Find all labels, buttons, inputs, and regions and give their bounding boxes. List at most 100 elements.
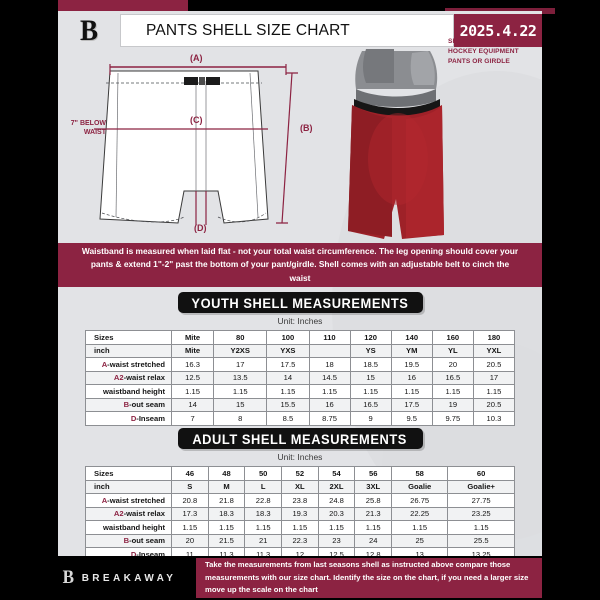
table-cell: 25.8 — [354, 493, 393, 508]
table-cell: 1.15 — [390, 384, 433, 399]
table-cell: 16.5 — [431, 370, 474, 385]
shell-diagram-svg — [94, 64, 298, 225]
table-cell: 14 — [170, 397, 215, 412]
table-cell: 180 — [472, 330, 516, 345]
table-cell: 11 — [171, 547, 209, 556]
row-accent-letter: A — [101, 359, 108, 369]
table-cell: 15 — [213, 397, 268, 412]
row-header: Sizes — [85, 330, 172, 345]
table-cell: 20.5 — [472, 397, 516, 412]
table-cell: 8.75 — [308, 411, 351, 426]
table-cell: 24.8 — [317, 493, 356, 508]
table-cell: 22.8 — [244, 493, 283, 508]
table-cell: 11.3 — [244, 547, 283, 556]
table-cell: XL — [281, 479, 319, 494]
row-header: D-Inseam — [85, 411, 172, 426]
table-cell: 13.5 — [213, 370, 268, 385]
table-cell: 50 — [244, 466, 283, 481]
table-cell: Mite — [170, 343, 215, 358]
row-accent-letter: A2 — [113, 509, 124, 519]
table-cell: 21 — [244, 533, 283, 548]
row-accent-letter: A — [101, 495, 108, 505]
table-cell: 17.5 — [390, 397, 433, 412]
table-cell: 110 — [308, 330, 351, 345]
adult-section-title-text: ADULT SHELL MEASUREMENTS — [192, 430, 408, 447]
diagram-label-b: (B) — [300, 123, 313, 133]
table-cell: 13.25 — [447, 547, 515, 556]
table-row: waistband height 1.15 1.15 1.15 1.15 1.15 1.15… — [85, 384, 516, 399]
table-cell: 17.3 — [171, 506, 209, 521]
table-cell: 17 — [213, 357, 268, 372]
table-cell: 1.15 — [447, 520, 515, 535]
row-header: Sizes — [85, 466, 172, 481]
table-row: A2-waist relax 17.3 18.3 18.3 19.3 20.3 21.3 22… — [85, 506, 515, 521]
page-footer: B BREAKAWAY Take the measurements from l… — [0, 556, 600, 600]
table-cell: YM — [390, 343, 433, 358]
table-cell: 13 — [391, 547, 449, 556]
row-header: A-waist stretched — [85, 493, 172, 508]
product-photo-svg — [348, 49, 444, 239]
table-cell: 1.15 — [207, 520, 246, 535]
table-cell: 23 — [317, 533, 356, 548]
content-panel: B PANTS SHELL SIZE CHART 2025.4.22 — [58, 11, 542, 556]
table-cell: 25.5 — [447, 533, 515, 548]
adult-unit-label: Unit: Inches — [277, 452, 323, 462]
table-cell: 10.3 — [472, 411, 516, 426]
table-row: A-waist stretched 20.8 21.8 22.8 23.8 24.8 25.… — [85, 493, 515, 508]
table-cell: 19.3 — [281, 506, 319, 521]
table-cell — [308, 343, 351, 358]
table-cell: 24 — [354, 533, 393, 548]
table-row: B-out seam 14 15 15.5 16 16.5 17.5 19 20.5 — [85, 397, 516, 412]
photo-side-note: SHELLS ARE WORN OVER HOCKEY EQUIPMENT PA… — [448, 38, 535, 65]
table-cell: 23.25 — [447, 506, 515, 521]
table-cell: Y2XS — [213, 343, 268, 358]
row-accent-letter: D — [130, 413, 137, 423]
table-cell: 9.5 — [390, 411, 433, 426]
adult-measurements-table: Sizes 46 48 50 52 54 56 58 60 inch S M L XL 2XL 3XL Goal… — [85, 466, 515, 556]
table-cell: 23.8 — [281, 493, 319, 508]
table-cell: 60 — [447, 466, 515, 481]
adult-section: ADULT SHELL MEASUREMENTS Unit: Inches Si… — [58, 428, 542, 556]
table-row: B-out seam 20 21.5 21 22.3 23 24 25 25.5 — [85, 533, 515, 548]
product-photo — [340, 49, 452, 241]
table-cell: 1.15 — [281, 520, 319, 535]
table-cell: 1.15 — [266, 384, 310, 399]
row-header: A-waist stretched — [85, 357, 172, 372]
row-header: A2-waist relax — [85, 506, 172, 521]
row-header: A2-waist relax — [85, 370, 172, 385]
table-cell: 14 — [266, 370, 310, 385]
diagram-label-a: (A) — [190, 53, 203, 63]
table-row: A-waist stretched 16.3 17 17.5 18 18.5 19.5 20 2… — [85, 357, 516, 372]
table-cell: 80 — [213, 330, 268, 345]
youth-section-title-text: YOUTH SHELL MEASUREMENTS — [191, 294, 409, 311]
table-cell: 21.3 — [354, 506, 393, 521]
footer-monogram-b-icon: B — [62, 567, 75, 588]
table-cell: 1.15 — [391, 520, 449, 535]
table-row: inch Mite Y2XS YXS YS YM YL YXL — [85, 343, 516, 358]
table-cell: 8 — [213, 411, 268, 426]
table-cell: 18.3 — [244, 506, 283, 521]
table-cell: YXS — [266, 343, 310, 358]
table-cell: 1.15 — [170, 384, 215, 399]
table-row: Sizes Mite 80 100 110 120 140 160 180 — [85, 330, 516, 345]
table-cell: 14.5 — [308, 370, 351, 385]
table-cell: Mite — [170, 330, 215, 345]
table-cell: 9 — [349, 411, 392, 426]
row-header: B-out seam — [85, 533, 172, 548]
table-cell: 140 — [390, 330, 433, 345]
table-cell: 58 — [391, 466, 449, 481]
table-cell: 19.5 — [390, 357, 433, 372]
table-cell: 15.5 — [266, 397, 310, 412]
table-cell: YL — [431, 343, 474, 358]
monogram-b-icon: B — [79, 13, 98, 47]
instruction-band: Waistband is measured when laid flat - n… — [58, 243, 542, 287]
table-cell: 9.75 — [431, 411, 474, 426]
table-cell: 100 — [266, 330, 310, 345]
table-cell: 7 — [170, 411, 215, 426]
table-cell: 1.15 — [213, 384, 268, 399]
table-cell: Goalie — [391, 479, 449, 494]
row-accent-letter: B — [123, 536, 130, 546]
row-accent-letter: D — [130, 549, 137, 556]
page-title-text: PANTS SHELL SIZE CHART — [146, 21, 350, 39]
table-row: inch S M L XL 2XL 3XL Goalie Goalie+ — [85, 479, 515, 494]
